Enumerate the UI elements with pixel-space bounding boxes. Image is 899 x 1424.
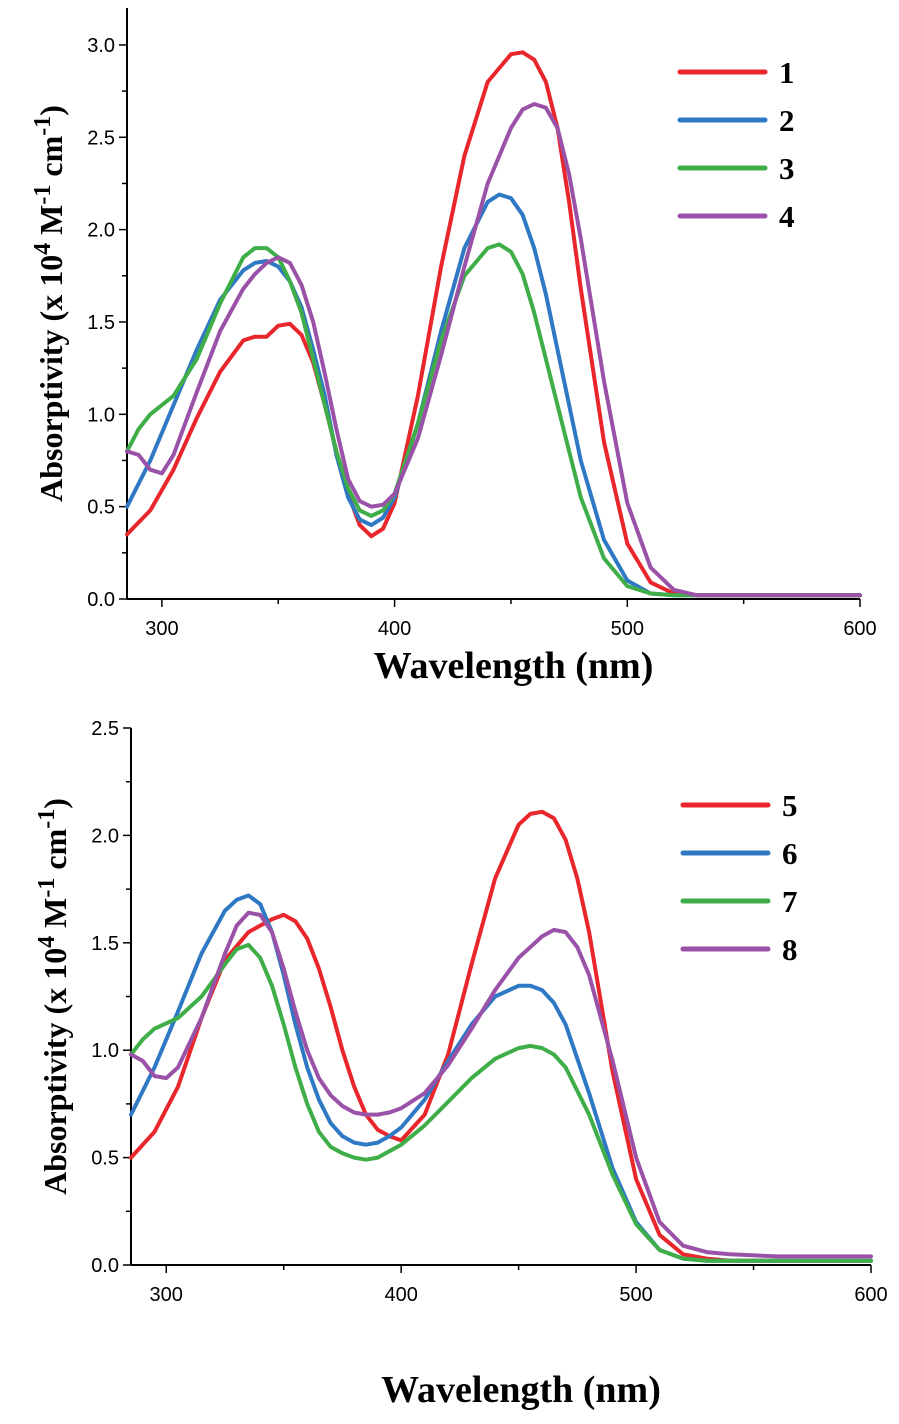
y-axis-title-part: Absorptivity (x 10 — [37, 948, 73, 1195]
x-tick-label: 300 — [150, 1284, 183, 1306]
series-line-5 — [129, 809, 873, 1263]
y-axis-title: Absorptivity (x 104 M-1 cm-1) — [30, 105, 69, 502]
y-axis-title-part: cm — [33, 135, 69, 184]
x-tick-label: 400 — [384, 1284, 417, 1306]
x-tick-label: 300 — [145, 618, 178, 640]
legend-label-6: 6 — [782, 836, 798, 871]
y-tick-label: 3.0 — [87, 35, 115, 57]
series-line-1 — [125, 50, 862, 598]
y-tick-label: 1.5 — [91, 933, 119, 955]
legend-label-7: 7 — [782, 884, 798, 919]
x-tick-label: 600 — [843, 618, 876, 640]
series-line-4 — [125, 102, 862, 598]
y-axis-title-part: 4 — [30, 243, 56, 255]
x-tick-label: 500 — [611, 618, 644, 640]
y-axis-title-part: ) — [33, 105, 69, 116]
y-axis-title-part: -1 — [34, 878, 60, 898]
y-tick-label: 0.5 — [91, 1148, 119, 1170]
series-line-8 — [129, 910, 873, 1259]
y-tick-label: 2.5 — [87, 127, 115, 149]
x-tick-label: 500 — [619, 1284, 652, 1306]
y-axis-title-part: 4 — [34, 936, 60, 948]
y-axis-title-part: -1 — [30, 116, 56, 136]
y-axis-title-part: M — [33, 205, 69, 243]
y-tick-label: 2.5 — [91, 718, 119, 740]
y-axis-title-part: ) — [37, 798, 73, 809]
y-axis-title-part: cm — [37, 828, 73, 877]
y-tick-label: 1.0 — [91, 1040, 119, 1062]
x-axis-title: Wavelength (nm) — [381, 1369, 661, 1411]
y-tick-label: 1.5 — [87, 312, 115, 334]
y-axis-title-part: -1 — [30, 185, 56, 205]
y-tick-label: 1.0 — [87, 404, 115, 426]
legend-label-8: 8 — [782, 932, 798, 967]
chart-top: 300 400 500 600 0.0 0.5 1.0 1.5 2.0 2.5 3.0 Wavelen… — [30, 8, 877, 687]
y-axis-title-part: M — [37, 898, 73, 936]
y-axis-title-part: Absorptivity (x 10 — [33, 255, 69, 502]
y-axis-title-part: -1 — [34, 809, 60, 829]
x-tick-label: 400 — [378, 618, 411, 640]
legend-label-5: 5 — [782, 788, 798, 823]
legend-label-1: 1 — [779, 55, 795, 90]
legend-label-3: 3 — [779, 151, 795, 186]
x-tick-label: 600 — [854, 1284, 887, 1306]
x-axis-title: Wavelength (nm) — [374, 645, 654, 687]
y-tick-label: 0.5 — [87, 497, 115, 519]
chart-bottom: 300 400 500 600 0.0 0.5 1.0 1.5 2.0 2.5 Wavelength… — [34, 718, 888, 1411]
y-tick-label: 2.0 — [87, 220, 115, 242]
series-line-7 — [129, 942, 873, 1263]
y-axis-title: Absorptivity (x 104 M-1 cm-1) — [34, 798, 73, 1195]
y-tick-label: 0.0 — [87, 589, 115, 611]
legend-label-4: 4 — [779, 199, 795, 234]
y-tick-label: 0.0 — [91, 1255, 119, 1277]
series-line-2 — [125, 192, 862, 598]
series-line-3 — [125, 242, 862, 598]
legend-label-2: 2 — [779, 103, 795, 138]
y-tick-label: 2.0 — [91, 825, 119, 847]
